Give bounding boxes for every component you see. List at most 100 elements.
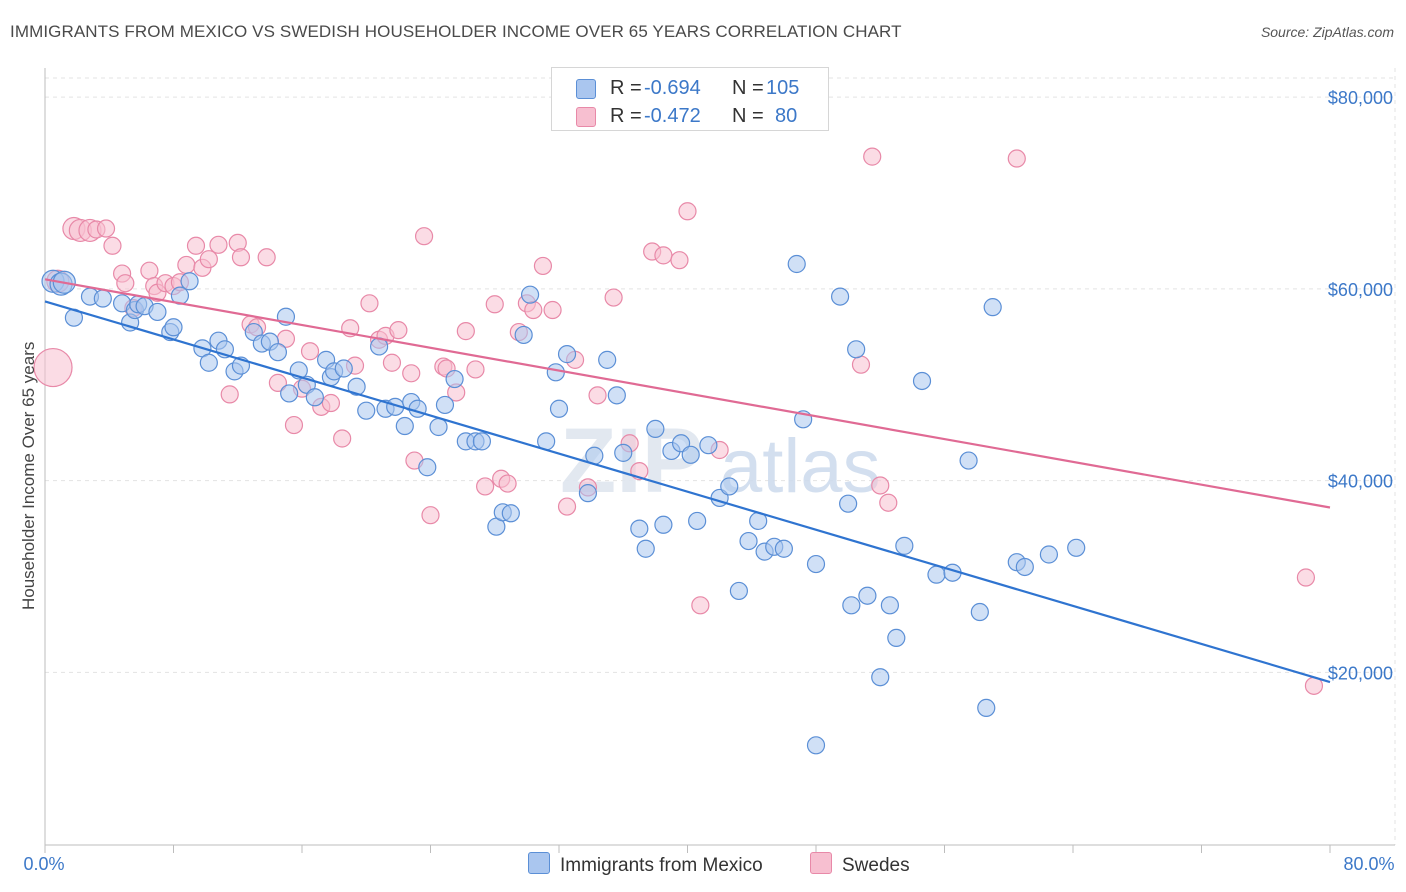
swedes-point — [360, 294, 379, 313]
swedes-point — [220, 385, 239, 404]
mexico-point — [557, 345, 577, 364]
swedes-point — [33, 347, 73, 388]
mexico-point — [983, 298, 1002, 317]
swedes-point — [485, 295, 504, 314]
mexico-point — [280, 384, 299, 403]
mexico-point — [839, 494, 858, 513]
mexico-point — [148, 302, 167, 322]
legend-r-value: -0.472 — [644, 105, 701, 127]
legend-r-label: R = — [610, 105, 642, 127]
swedes-point — [421, 506, 440, 525]
legend-r-value: -0.694 — [644, 77, 701, 99]
swedes-point — [1296, 568, 1316, 587]
mexico-point — [514, 325, 533, 345]
legend-label-swedes: Swedes — [842, 855, 910, 876]
legend-swatch-mexico — [576, 79, 596, 99]
legend-row-swedes: R = -0.472 N = 80 — [552, 101, 828, 129]
swedes-points — [33, 147, 1324, 695]
swedes-point — [103, 236, 122, 255]
swedes-point — [533, 256, 553, 276]
mexico-points — [41, 254, 1086, 755]
y-tick-label: $80,000 — [1328, 88, 1393, 108]
mexico-point — [636, 539, 655, 558]
mexico-point — [847, 340, 866, 359]
mexico-point — [970, 602, 989, 622]
legend-n-value: 80 — [775, 105, 798, 127]
swedes-point — [186, 236, 206, 255]
mexico-point — [614, 443, 633, 462]
swedes-point — [268, 373, 288, 392]
source-credit: Source: ZipAtlas.com — [1260, 24, 1394, 40]
swedes-point — [140, 261, 159, 280]
mexico-point — [199, 353, 218, 372]
mexico-point — [268, 343, 288, 362]
legend-swatch-mexico — [528, 852, 550, 874]
mexico-point — [806, 736, 826, 755]
swedes-point — [402, 364, 421, 383]
swedes-point — [466, 360, 485, 379]
mexico-point — [347, 377, 366, 396]
watermark-atlas: atlas — [720, 424, 881, 509]
mexico-point — [395, 416, 414, 436]
swedes-point — [678, 202, 697, 221]
mexico-point — [871, 668, 890, 687]
mexico-point — [305, 388, 324, 407]
mexico-trend-line — [44, 300, 1331, 684]
mexico-point — [418, 458, 437, 477]
mexico-point — [774, 539, 793, 558]
legend-swatch-swedes — [576, 107, 596, 127]
legend-n-label: N = — [732, 105, 764, 127]
swedes-point — [863, 147, 882, 166]
mexico-point — [578, 484, 598, 503]
swedes-point — [257, 248, 276, 267]
swedes-point — [116, 274, 135, 293]
legend-n-label: N = — [732, 77, 764, 99]
mexico-point — [408, 399, 427, 418]
swedes-point — [588, 386, 607, 405]
y-axis-label: Householder Income Over 65 years — [19, 342, 38, 610]
mexico-point — [334, 359, 353, 378]
swedes-point — [879, 493, 898, 512]
swedes-point — [524, 300, 543, 320]
swedes-point — [456, 322, 475, 341]
swedes-trend-line — [44, 278, 1331, 509]
mexico-point — [646, 419, 665, 439]
legend-item-swedes: Swedes — [810, 852, 910, 876]
mexico-point — [699, 436, 718, 455]
mexico-point — [927, 565, 946, 584]
mexico-point — [607, 386, 626, 405]
mexico-point — [630, 519, 649, 538]
y-tick-label: $20,000 — [1328, 663, 1393, 683]
trend-lines — [44, 278, 1331, 684]
mexico-point — [688, 511, 707, 531]
mexico-point — [429, 417, 448, 437]
swedes-point — [177, 255, 196, 275]
swedes-point — [1007, 149, 1026, 168]
swedes-point — [231, 248, 251, 267]
swedes-point — [382, 353, 402, 372]
axes — [44, 68, 1395, 853]
mexico-point — [842, 596, 861, 615]
mexico-point — [729, 581, 749, 601]
mexico-point — [806, 554, 826, 574]
swedes-point — [389, 321, 408, 340]
correlation-legend: R = -0.694 N = 105 R = -0.472 N = 80 — [551, 67, 829, 131]
swedes-point — [199, 250, 218, 269]
swedes-point — [557, 497, 577, 516]
swedes-point — [414, 227, 434, 246]
mexico-point — [787, 254, 806, 274]
mexico-point — [435, 395, 455, 415]
mexico-point — [357, 401, 376, 420]
y-tick-label: $40,000 — [1328, 472, 1393, 492]
mexico-point — [1015, 557, 1034, 577]
swedes-point — [321, 393, 341, 413]
swedes-point — [209, 235, 228, 254]
mexico-point — [472, 432, 491, 451]
mexico-point — [720, 477, 739, 496]
legend-r-label: R = — [610, 77, 642, 99]
legend-swatch-swedes — [810, 852, 832, 874]
swedes-point — [691, 596, 710, 615]
mexico-point — [180, 272, 199, 291]
swedes-point — [670, 251, 689, 270]
